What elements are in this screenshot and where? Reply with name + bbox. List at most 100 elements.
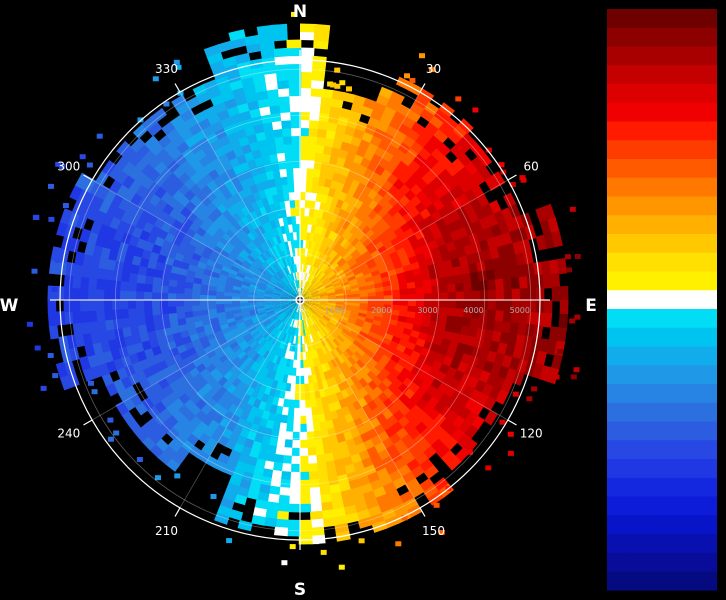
velocity-cell bbox=[383, 333, 394, 342]
velocity-cell bbox=[344, 254, 354, 263]
velocity-cell bbox=[203, 78, 220, 92]
velocity-cell bbox=[293, 175, 301, 185]
velocity-cell bbox=[393, 349, 404, 359]
velocity-cell bbox=[224, 310, 234, 316]
velocity-cell bbox=[290, 291, 298, 298]
velocity-cell bbox=[306, 359, 311, 369]
velocity-cell bbox=[344, 231, 354, 242]
velocity-cell bbox=[282, 216, 289, 226]
velocity-cell bbox=[396, 271, 407, 280]
velocity-cell bbox=[193, 320, 204, 329]
velocity-cell bbox=[260, 277, 269, 284]
velocity-cell bbox=[396, 103, 412, 117]
legend-label: -4.67m/s bbox=[610, 427, 654, 438]
outer-ring bbox=[50, 50, 550, 550]
velocity-cell bbox=[111, 299, 121, 310]
velocity-cell bbox=[332, 312, 342, 319]
velocity-cell bbox=[299, 439, 308, 449]
velocity-cell bbox=[215, 290, 225, 296]
velocity-cell bbox=[414, 280, 424, 289]
velocity-cell bbox=[248, 448, 260, 459]
velocity-cell bbox=[215, 303, 225, 309]
velocity-cell bbox=[269, 219, 277, 229]
velocity-cell bbox=[256, 164, 267, 175]
velocity-cell bbox=[287, 309, 293, 317]
velocity-cell bbox=[352, 340, 362, 349]
velocity-cell bbox=[370, 323, 381, 331]
velocity-cell bbox=[517, 323, 528, 337]
velocity-cell bbox=[253, 432, 264, 444]
velocity-cell bbox=[247, 297, 257, 300]
velocity-cell bbox=[318, 177, 327, 187]
velocity-cell bbox=[291, 247, 296, 257]
legend-swatch bbox=[607, 271, 717, 291]
velocity-cell bbox=[421, 319, 431, 329]
velocity-cell bbox=[202, 358, 213, 369]
velocity-cell bbox=[363, 254, 374, 263]
velocity-cell bbox=[344, 125, 357, 137]
velocity-cell bbox=[189, 237, 200, 248]
velocity-cell bbox=[249, 210, 259, 221]
velocity-cell bbox=[244, 335, 254, 344]
velocity-cell bbox=[95, 277, 106, 290]
velocity-cell bbox=[399, 300, 409, 307]
velocity-cell bbox=[275, 144, 286, 154]
velocity-cell bbox=[527, 287, 537, 302]
velocity-cell bbox=[331, 90, 346, 101]
velocity-cell bbox=[309, 200, 317, 210]
velocity-cell bbox=[410, 465, 425, 479]
velocity-cell bbox=[240, 329, 250, 338]
velocity-cell bbox=[379, 113, 394, 126]
velocity-cell bbox=[154, 328, 165, 339]
velocity-cell bbox=[255, 301, 265, 305]
velocity-cell bbox=[255, 131, 267, 142]
velocity-cell bbox=[354, 337, 365, 346]
velocity-cell bbox=[458, 255, 469, 267]
velocity-cell bbox=[288, 79, 302, 89]
velocity-cell bbox=[463, 282, 473, 293]
velocity-cell bbox=[350, 215, 360, 226]
velocity-cell bbox=[485, 147, 492, 153]
velocity-cell bbox=[143, 282, 153, 293]
velocity-cell bbox=[379, 249, 390, 259]
velocity-cell bbox=[283, 390, 291, 400]
velocity-cell bbox=[265, 452, 276, 463]
velocity-cell bbox=[400, 352, 411, 363]
velocity-cell bbox=[365, 228, 375, 239]
velocity-cell bbox=[323, 371, 331, 381]
velocity-cell bbox=[233, 493, 248, 506]
velocity-cell bbox=[231, 302, 241, 308]
velocity-cell bbox=[48, 324, 59, 340]
velocity-cell bbox=[322, 315, 331, 322]
velocity-cell bbox=[261, 468, 274, 479]
velocity-cell bbox=[193, 110, 209, 124]
velocity-cell bbox=[223, 303, 233, 308]
velocity-cell bbox=[156, 335, 167, 346]
velocity-cell bbox=[328, 113, 341, 125]
velocity-cell bbox=[301, 303, 306, 312]
velocity-cell bbox=[341, 456, 354, 467]
velocity-cell bbox=[341, 370, 351, 381]
velocity-cell bbox=[282, 288, 290, 294]
velocity-cell bbox=[258, 233, 267, 243]
velocity-cell bbox=[175, 305, 185, 313]
velocity-cell bbox=[199, 294, 209, 300]
velocity-cell bbox=[289, 318, 294, 328]
velocity-cell bbox=[175, 101, 191, 116]
legend-label: 8.00m/s bbox=[610, 70, 651, 81]
velocity-cell bbox=[304, 319, 308, 328]
velocity-cell bbox=[463, 244, 475, 257]
velocity-cell bbox=[472, 107, 479, 113]
velocity-cell bbox=[319, 218, 327, 228]
velocity-cell bbox=[303, 294, 312, 299]
velocity-cell bbox=[310, 304, 319, 310]
velocity-cell bbox=[464, 188, 478, 203]
velocity-cell bbox=[281, 315, 289, 324]
velocity-cell bbox=[286, 527, 300, 537]
velocity-cell bbox=[112, 269, 123, 282]
velocity-cell bbox=[332, 279, 341, 286]
velocity-cell bbox=[314, 152, 324, 162]
velocity-cell bbox=[321, 88, 335, 99]
velocity-cell bbox=[317, 330, 325, 339]
velocity-cell bbox=[124, 384, 138, 399]
